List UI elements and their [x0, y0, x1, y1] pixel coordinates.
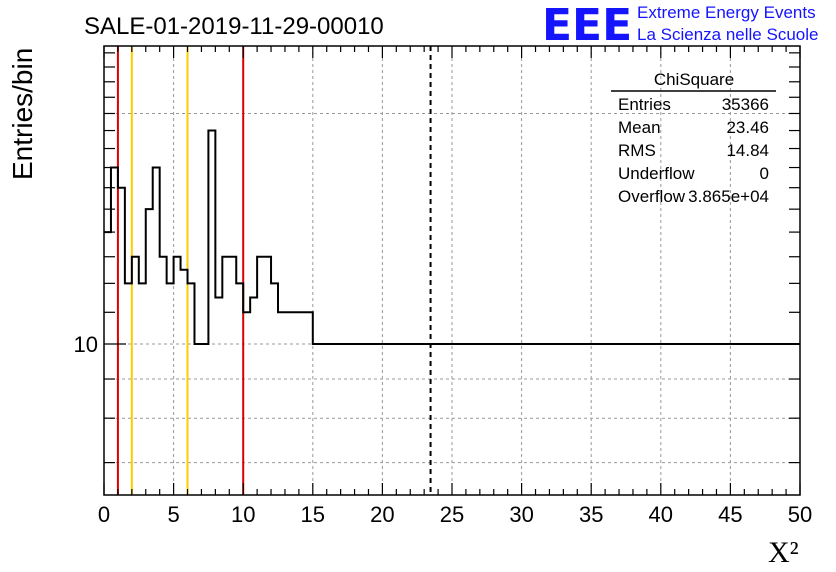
histogram-series — [104, 129, 800, 345]
stats-label: Underflow — [618, 164, 695, 183]
stats-rows: Entries 35366 Mean 23.46 RMS 14.84 Underflow 0 O… — [618, 95, 769, 206]
x-axis-label: X² — [768, 536, 799, 569]
x-tick-label: 30 — [509, 502, 533, 527]
x-tick-label: 40 — [649, 502, 673, 527]
stats-value: 0 — [760, 164, 769, 183]
x-tick-label: 0 — [98, 502, 110, 527]
logo-line-1: Extreme Energy Events — [637, 3, 816, 22]
x-tick-label: 20 — [370, 502, 394, 527]
x-tick-labels: 0 5 10 15 20 25 30 35 40 45 50 — [98, 502, 812, 527]
y-tick-labels: 10 — [74, 332, 98, 357]
logo-line-2: La Scienza nelle Scuole — [637, 25, 818, 44]
x-tick-label: 10 — [231, 502, 255, 527]
y-axis-label: Entries/bin — [7, 48, 38, 180]
x-tick-label: 50 — [788, 502, 812, 527]
stats-label: Entries — [618, 95, 671, 114]
stats-label: RMS — [618, 141, 656, 160]
stats-box: ChiSquare Entries 35366 Mean 23.46 RMS 14.84 U… — [611, 70, 776, 206]
stats-label: Overflow — [618, 187, 686, 206]
x-tick-label: 15 — [301, 502, 325, 527]
stats-value: 14.84 — [726, 141, 769, 160]
x-tick-label: 45 — [718, 502, 742, 527]
stats-value: 35366 — [722, 95, 769, 114]
y-tick-label: 10 — [74, 332, 98, 357]
eee-logo-mark: EEE — [542, 0, 632, 51]
x-tick-label: 5 — [167, 502, 179, 527]
x-tick-label: 35 — [579, 502, 603, 527]
axis-ticks — [103, 46, 801, 495]
grid-lines — [104, 46, 800, 495]
page-title: SALE-01-2019-11-29-00010 — [84, 13, 384, 40]
stats-label: Mean — [618, 118, 661, 137]
stats-value: 23.46 — [726, 118, 769, 137]
x-tick-label: 25 — [440, 502, 464, 527]
stats-title: ChiSquare — [654, 70, 734, 89]
stats-value: 3.865e+04 — [688, 187, 769, 206]
